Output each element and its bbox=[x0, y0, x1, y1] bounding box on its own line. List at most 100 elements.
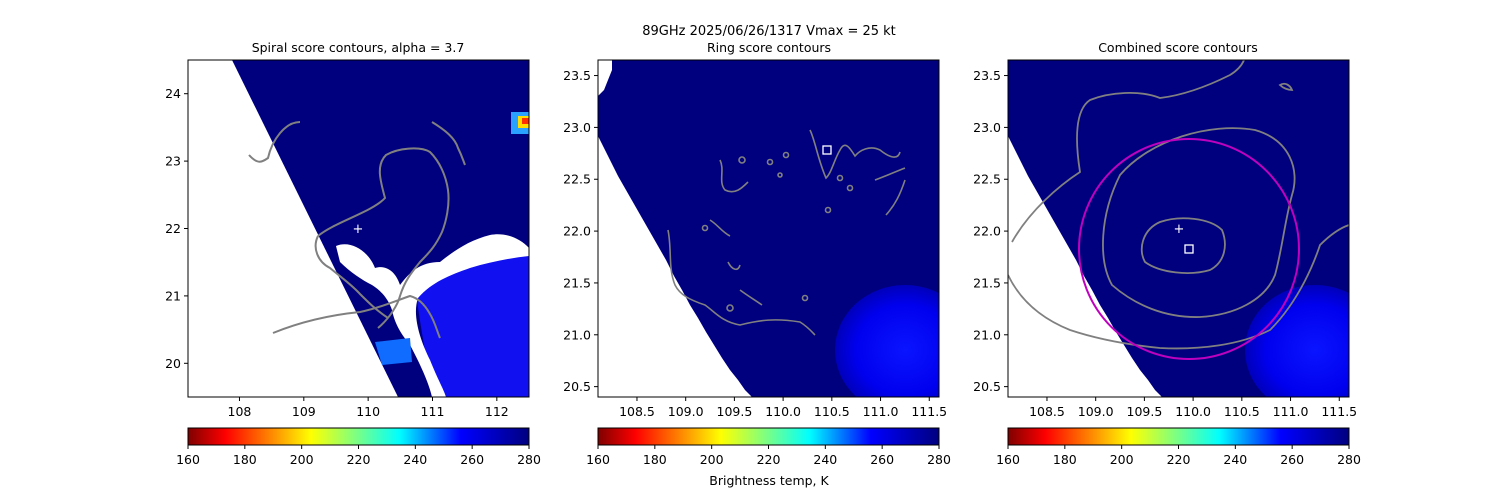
panel-spiral-contour bbox=[272, 294, 441, 339]
y-tick-label: 22 bbox=[165, 221, 181, 236]
x-tick-label: 109 bbox=[292, 404, 316, 419]
x-tick-label: 109.0 bbox=[1078, 404, 1114, 419]
x-tick-label: 110.0 bbox=[765, 404, 801, 419]
y-tick-label: 20.5 bbox=[973, 379, 1001, 394]
colorbar-tick-label: 180 bbox=[1053, 452, 1077, 467]
x-tick-label: 109.5 bbox=[717, 404, 753, 419]
panel-combined-contour-small bbox=[1278, 82, 1294, 91]
panel-ring-contour bbox=[709, 219, 731, 237]
panel-spiral: Spiral score contours, alpha = 3.7 + 108 bbox=[165, 40, 541, 467]
panel-spiral-contour bbox=[317, 147, 450, 329]
panel-combined-colorbar: 160 180 200 220 240 260 280 bbox=[996, 427, 1361, 467]
y-tick-label: 23 bbox=[165, 154, 181, 169]
colorbar-tick-label: 220 bbox=[1167, 452, 1191, 467]
colorbar-tick-label: 180 bbox=[643, 452, 667, 467]
panel-ring-warm-region bbox=[835, 285, 939, 397]
panel-spiral-contour bbox=[431, 121, 466, 166]
x-tick-label: 111.0 bbox=[1273, 404, 1309, 419]
colorbar-tick-label: 240 bbox=[403, 452, 427, 467]
y-tick-label: 20.5 bbox=[563, 379, 591, 394]
panel-spiral-contour bbox=[314, 235, 389, 319]
panel-ring-contour bbox=[809, 129, 901, 180]
colorbar-tick-label: 260 bbox=[870, 452, 894, 467]
colorbar-tick-label: 240 bbox=[1223, 452, 1247, 467]
x-tick-label: 111.0 bbox=[863, 404, 899, 419]
panel-ring-contour bbox=[874, 167, 906, 181]
colorbar-tick-label: 280 bbox=[927, 452, 951, 467]
colorbar-tick-label: 240 bbox=[813, 452, 837, 467]
panel-ring-colorbar: 160 180 200 220 240 260 280 Brightness temp, K bbox=[586, 427, 951, 488]
y-tick-label: 21.0 bbox=[563, 327, 591, 342]
x-tick-label: 108.5 bbox=[619, 404, 655, 419]
colorbar-tick-label: 220 bbox=[347, 452, 371, 467]
x-tick-label: 111.5 bbox=[1321, 404, 1357, 419]
panel-combined-center-marker: + bbox=[1174, 222, 1185, 237]
x-tick-label: 111 bbox=[421, 404, 445, 419]
panel-combined-contour-outer bbox=[1008, 224, 1349, 350]
y-tick-label: 20 bbox=[165, 356, 181, 371]
panel-combined-radius-circle bbox=[1078, 138, 1300, 360]
colorbar-tick-label: 220 bbox=[757, 452, 781, 467]
panel-spiral-cold-spot bbox=[375, 338, 412, 365]
panel-combined: Combined score contours + 108.5 109.0 109.… bbox=[973, 40, 1361, 467]
y-tick-label: 21 bbox=[165, 288, 181, 303]
colorbar-tick-label: 280 bbox=[1337, 452, 1361, 467]
y-tick-label: 22.0 bbox=[563, 224, 591, 239]
panel-combined-warm-region bbox=[1245, 285, 1349, 397]
colorbar-label: Brightness temp, K bbox=[709, 473, 829, 488]
suptitle: 89GHz 2025/06/26/1317 Vmax = 25 kt bbox=[642, 24, 896, 39]
colorbar-tick-label: 160 bbox=[996, 452, 1020, 467]
colorbar-tick-label: 160 bbox=[176, 452, 200, 467]
panel-ring-axes: 108.5 109.0 109.5 110.0 110.5 111.0 111.5 20.5 2… bbox=[563, 68, 947, 419]
panel-ring-square-marker bbox=[822, 145, 832, 155]
y-tick-label: 23.0 bbox=[973, 120, 1001, 135]
colorbar-tick-label: 260 bbox=[460, 452, 484, 467]
panel-combined-axes: 108.5 109.0 109.5 110.0 110.5 111.0 111.5 20.5 2… bbox=[973, 68, 1357, 419]
panel-spiral-gap bbox=[336, 234, 529, 397]
x-tick-label: 112 bbox=[485, 404, 509, 419]
colorbar-tick-label: 280 bbox=[517, 452, 541, 467]
x-tick-label: 110 bbox=[356, 404, 380, 419]
panel-ring-contour bbox=[727, 261, 741, 271]
y-tick-label: 22.5 bbox=[973, 172, 1001, 187]
panel-ring-title: Ring score contours bbox=[707, 40, 831, 55]
colorbar-tick-label: 200 bbox=[700, 452, 724, 467]
x-tick-label: 108.5 bbox=[1029, 404, 1065, 419]
colorbar-tick-label: 200 bbox=[290, 452, 314, 467]
x-tick-label: 111.5 bbox=[911, 404, 947, 419]
panel-ring-contour bbox=[667, 229, 816, 336]
panel-ring-contour bbox=[719, 159, 749, 193]
panel-ring-contour bbox=[885, 179, 906, 216]
colorbar-tick-label: 260 bbox=[1280, 452, 1304, 467]
y-tick-label: 23.0 bbox=[563, 120, 591, 135]
y-tick-label: 21.5 bbox=[563, 275, 591, 290]
colorbar-tick-label: 200 bbox=[1110, 452, 1134, 467]
x-tick-label: 110.5 bbox=[1224, 404, 1260, 419]
panel-spiral-contour bbox=[248, 121, 301, 163]
y-tick-label: 24 bbox=[165, 86, 181, 101]
panel-combined-contour-mid bbox=[1102, 127, 1296, 318]
panel-ring: Ring score contours bbox=[563, 40, 951, 488]
panel-combined-square-marker bbox=[1184, 244, 1194, 254]
y-tick-label: 23.5 bbox=[973, 68, 1001, 83]
colorbar-tick-label: 160 bbox=[586, 452, 610, 467]
panel-spiral-axes: 108 109 110 111 112 20 21 22 23 24 bbox=[165, 86, 509, 419]
y-tick-label: 21.5 bbox=[973, 275, 1001, 290]
panel-spiral-warm-region bbox=[415, 255, 529, 397]
y-tick-label: 22.0 bbox=[973, 224, 1001, 239]
x-tick-label: 110.5 bbox=[814, 404, 850, 419]
panel-spiral-center-marker: + bbox=[353, 222, 364, 237]
panel-spiral-title: Spiral score contours, alpha = 3.7 bbox=[252, 40, 465, 55]
panel-combined-contour-outer bbox=[1011, 60, 1245, 243]
x-tick-label: 109.0 bbox=[668, 404, 704, 419]
x-tick-label: 108 bbox=[228, 404, 252, 419]
panel-combined-contour-inner bbox=[1140, 217, 1226, 274]
panel-ring-contour bbox=[739, 289, 763, 306]
panel-combined-title: Combined score contours bbox=[1098, 40, 1258, 55]
y-tick-label: 23.5 bbox=[563, 68, 591, 83]
x-tick-label: 109.5 bbox=[1127, 404, 1163, 419]
y-tick-label: 22.5 bbox=[563, 172, 591, 187]
x-tick-label: 110.0 bbox=[1175, 404, 1211, 419]
panel-spiral-colorbar: 160 180 200 220 240 260 280 bbox=[176, 427, 541, 467]
